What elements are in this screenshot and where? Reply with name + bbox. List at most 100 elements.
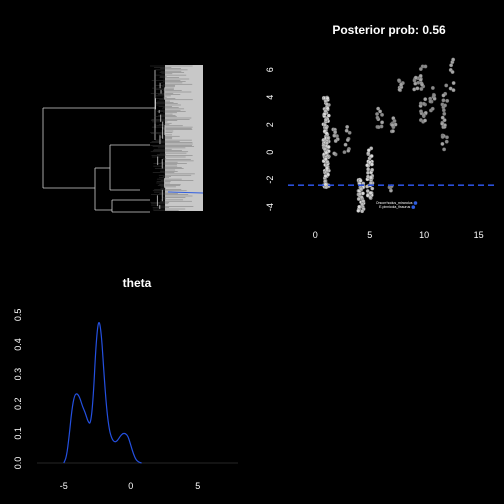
scatter-y-tick-label: 2 <box>265 122 275 127</box>
scatter-point <box>391 129 395 134</box>
scatter-point <box>325 96 330 101</box>
scatter-point <box>333 139 338 143</box>
scatter-point <box>360 202 365 207</box>
scatter-point <box>325 166 329 171</box>
scatter-point <box>443 103 447 108</box>
scatter-point <box>368 190 373 195</box>
scatter-point <box>441 108 446 113</box>
density-y-axis: 0.0 0.1 0.2 0.3 0.4 0.5 <box>13 309 23 470</box>
density-y-tick-label: 0.1 <box>13 427 23 440</box>
density-y-tick-label: 0.2 <box>13 397 23 410</box>
scatter-point <box>357 204 362 209</box>
scatter-point <box>376 106 381 111</box>
scatter-point <box>368 181 373 185</box>
scatter-point <box>420 82 425 87</box>
scatter-y-axis: -4 -2 0 2 4 6 <box>265 67 275 211</box>
density-y-tick-label: 0.3 <box>13 368 23 381</box>
scatter-point <box>418 101 423 106</box>
scatter-point <box>370 167 375 172</box>
scatter-point <box>441 98 446 103</box>
scatter-title: Posterior prob: 0.56 <box>332 23 446 37</box>
scatter-point <box>442 147 447 152</box>
scatter-x-axis: 0 5 10 15 <box>313 230 484 240</box>
density-x-tick-label: -5 <box>60 481 68 491</box>
scatter-point <box>326 145 331 149</box>
scatter-point <box>450 70 455 74</box>
scatter-point <box>323 109 328 114</box>
highlight-label: Oncorrhodus_mirandus <box>376 201 413 205</box>
phylogeny-tree-panel <box>42 65 204 213</box>
scatter-point <box>418 77 423 82</box>
highlight-point <box>411 205 416 209</box>
scatter-point <box>419 109 423 114</box>
scatter-point <box>430 85 435 90</box>
scatter-point <box>376 125 381 130</box>
scatter-point <box>366 170 370 175</box>
scatter-point <box>413 75 418 80</box>
scatter-point <box>432 93 437 98</box>
scatter-point <box>332 151 337 156</box>
highlight-label: E.pinnicola_fissurus <box>379 205 410 209</box>
scatter-point <box>333 130 338 135</box>
scatter-point <box>325 106 330 111</box>
scatter-point <box>323 182 328 187</box>
scatter-point <box>323 117 328 122</box>
scatter-y-tick-label: -4 <box>265 203 275 211</box>
scatter-point <box>451 81 456 85</box>
scatter-point <box>442 111 447 116</box>
scatter-panel: Posterior prob: 0.56 -4 -2 0 2 4 6 0 5 10 15 Onc… <box>265 23 495 240</box>
scatter-point <box>347 130 352 135</box>
scatter-point <box>392 119 397 123</box>
scatter-x-tick-label: 10 <box>419 230 429 240</box>
scatter-point <box>345 138 350 142</box>
density-x-tick-label: 5 <box>195 481 200 491</box>
scatter-point <box>326 136 331 141</box>
scatter-point <box>423 118 427 123</box>
scatter-point <box>421 112 426 117</box>
scatter-point <box>440 121 445 126</box>
scatter-point <box>342 150 347 155</box>
scatter-point <box>322 122 327 127</box>
scatter-point <box>359 186 364 191</box>
scatter-point <box>440 115 445 120</box>
scatter-point <box>432 96 437 101</box>
scatter-point <box>444 83 449 88</box>
scatter-point <box>375 115 380 120</box>
scatter-y-tick-label: 4 <box>265 95 275 100</box>
scatter-points <box>321 57 456 214</box>
scatter-y-tick-label: 0 <box>265 150 275 155</box>
scatter-point <box>368 175 373 180</box>
scatter-point <box>415 86 420 91</box>
scatter-y-tick-label: 6 <box>265 67 275 72</box>
scatter-x-tick-label: 5 <box>367 230 372 240</box>
density-y-tick-label: 0.0 <box>13 457 23 470</box>
scatter-point <box>344 128 349 133</box>
scatter-point <box>323 157 328 162</box>
scatter-point <box>322 147 327 151</box>
scatter-point <box>370 186 375 191</box>
density-panel: theta 0.0 0.1 0.2 0.3 0.4 0.5 -5 0 5 <box>13 276 238 491</box>
scatter-y-tick-label: -2 <box>265 176 275 184</box>
tree-highlight-branch <box>167 191 204 194</box>
scatter-point <box>430 106 435 111</box>
scatter-point <box>356 208 361 213</box>
scatter-point <box>360 209 365 214</box>
scatter-point <box>323 174 328 179</box>
scatter-point <box>375 112 379 116</box>
scatter-point <box>365 163 370 168</box>
scatter-point <box>380 112 384 117</box>
scatter-point <box>397 87 402 92</box>
scatter-point <box>423 64 428 69</box>
scatter-point <box>451 88 456 93</box>
scatter-x-tick-label: 15 <box>474 230 484 240</box>
scatter-point <box>360 191 365 196</box>
scatter-point <box>428 99 433 104</box>
highlight-point <box>413 201 418 205</box>
scatter-point <box>365 189 370 193</box>
scatter-point <box>440 134 445 139</box>
scatter-point <box>441 93 446 98</box>
density-x-tick-label: 0 <box>128 481 133 491</box>
scatter-point <box>451 57 456 62</box>
